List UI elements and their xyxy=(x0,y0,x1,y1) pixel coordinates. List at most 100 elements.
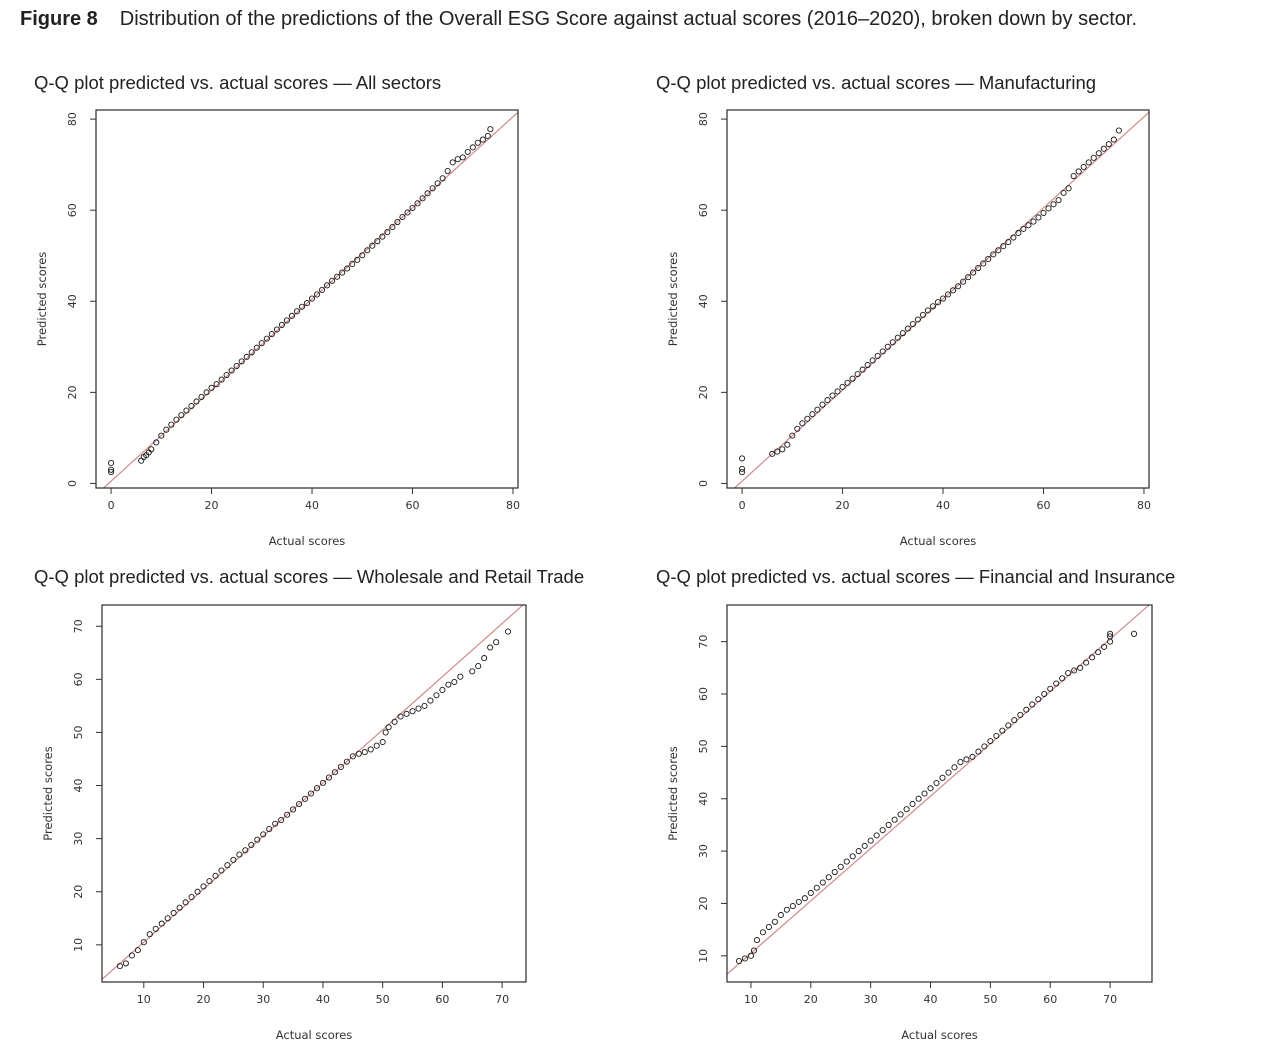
x-tick-label: 20 xyxy=(197,993,211,1006)
data-point xyxy=(278,816,285,824)
data-point xyxy=(1053,680,1060,687)
data-point xyxy=(158,920,165,927)
data-point xyxy=(394,218,401,226)
data-point xyxy=(183,407,190,414)
data-point xyxy=(153,439,160,446)
data-point xyxy=(879,348,886,355)
data-point xyxy=(243,353,250,360)
y-tick-label: 30 xyxy=(72,832,85,846)
data-point xyxy=(779,446,786,453)
data-point xyxy=(339,269,346,276)
data-point xyxy=(233,362,240,369)
data-point xyxy=(825,874,832,881)
data-point xyxy=(969,753,976,760)
data-point xyxy=(484,132,491,140)
data-point xyxy=(839,383,846,390)
data-point xyxy=(965,274,972,281)
data-point xyxy=(253,344,260,351)
data-point xyxy=(929,303,937,310)
y-tick-label: 40 xyxy=(697,792,710,806)
y-tick-label: 20 xyxy=(697,385,710,399)
data-point xyxy=(382,729,389,736)
data-point xyxy=(349,753,356,760)
data-point xyxy=(464,148,471,155)
data-point xyxy=(445,681,452,688)
data-point xyxy=(188,402,195,410)
data-point xyxy=(409,708,416,715)
data-point xyxy=(819,401,826,408)
qq-plot-wholesale-retail: 10 20 30 40 50 60 70 10 20 30 40 50 60 70 Actual score… xyxy=(41,604,527,1042)
data-point xyxy=(384,229,391,236)
qq-plot-manufacturing: 0 20 40 60 80 0 20 40 60 80 Actual scores Predicted… xyxy=(666,109,1151,548)
data-point xyxy=(824,397,831,404)
data-point xyxy=(1130,630,1138,637)
y-tick-label: 60 xyxy=(72,672,85,686)
y-tick-label: 20 xyxy=(72,885,85,899)
data-point xyxy=(208,384,215,391)
data-point xyxy=(1115,127,1122,134)
data-point xyxy=(439,686,446,694)
data-point xyxy=(344,265,351,272)
data-point xyxy=(789,903,796,910)
x-tick-label: 30 xyxy=(864,993,878,1006)
data-point xyxy=(319,286,326,293)
data-point xyxy=(242,847,249,854)
data-point xyxy=(915,795,922,802)
y-tick-label: 80 xyxy=(697,112,710,126)
data-point xyxy=(1041,690,1048,698)
x-tick-label: 80 xyxy=(1137,499,1151,512)
data-point xyxy=(178,412,185,419)
data-point xyxy=(409,204,416,211)
x-tick-label: 60 xyxy=(435,993,449,1006)
data-point xyxy=(134,947,141,954)
x-tick-label: 40 xyxy=(924,993,938,1006)
data-point xyxy=(774,448,781,455)
data-point xyxy=(108,459,115,467)
data-point xyxy=(885,821,892,828)
data-point xyxy=(1107,630,1114,637)
data-point xyxy=(1045,205,1052,212)
data-point xyxy=(283,317,290,324)
x-tick-label: 60 xyxy=(1043,993,1057,1006)
data-point xyxy=(475,663,482,670)
data-point xyxy=(1035,214,1042,221)
data-point xyxy=(213,381,220,388)
data-point xyxy=(290,806,297,813)
data-point xyxy=(909,320,916,328)
x-axis-label: Actual scores xyxy=(276,1028,353,1042)
data-point xyxy=(784,441,791,448)
data-point xyxy=(975,264,982,272)
data-point xyxy=(1020,225,1027,232)
y-tick-label: 0 xyxy=(66,480,79,487)
y-axis-label: Predicted scores xyxy=(666,252,680,347)
data-point xyxy=(1075,168,1082,175)
data-point xyxy=(771,918,778,925)
y-tick-label: 70 xyxy=(697,635,710,649)
data-point xyxy=(914,316,921,323)
data-point xyxy=(278,321,285,329)
y-tick-label: 10 xyxy=(72,938,85,952)
data-point xyxy=(108,466,115,473)
panel-title-financial-insurance: Q-Q plot predicted vs. actual scores — F… xyxy=(656,566,1176,587)
data-point xyxy=(1070,172,1077,180)
data-point xyxy=(1101,643,1108,650)
data-point xyxy=(970,269,977,276)
y-tick-label: 20 xyxy=(66,385,79,399)
data-point xyxy=(747,952,754,959)
y-axis-label: Predicted scores xyxy=(35,252,49,347)
data-point xyxy=(404,209,411,216)
data-point xyxy=(1050,201,1057,208)
data-point xyxy=(1100,145,1107,152)
data-point xyxy=(934,299,942,306)
data-point xyxy=(457,673,464,680)
data-point xyxy=(1059,675,1066,682)
data-point xyxy=(1107,633,1114,640)
data-point xyxy=(741,955,749,962)
data-point xyxy=(260,831,267,838)
data-point xyxy=(844,379,851,386)
data-point xyxy=(945,769,952,776)
data-point xyxy=(152,925,159,932)
data-point xyxy=(313,291,321,298)
data-point xyxy=(873,832,880,839)
data-point xyxy=(337,763,344,771)
